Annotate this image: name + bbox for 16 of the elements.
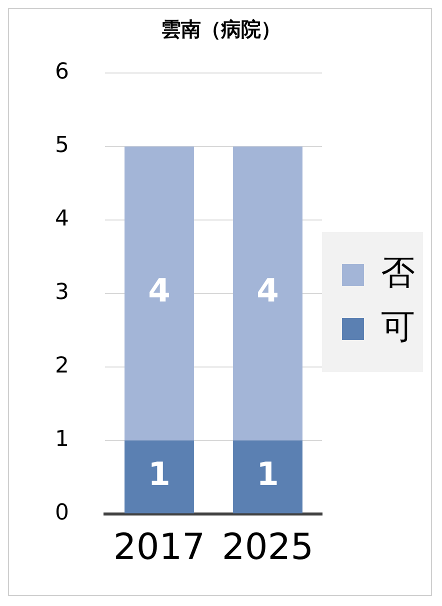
y-tick-label: 4 xyxy=(54,206,69,232)
y-tick-label: 0 xyxy=(54,500,69,526)
data-label: 1 xyxy=(148,455,170,494)
x-tick-label: 2017 xyxy=(113,526,206,568)
legend-label: 否 xyxy=(381,252,415,293)
y-tick-label: 3 xyxy=(54,280,69,306)
y-tick-label: 6 xyxy=(54,60,69,85)
y-tick-label: 5 xyxy=(54,133,69,158)
data-label: 4 xyxy=(148,272,170,310)
legend-label: 可 xyxy=(381,306,415,347)
y-tick-label: 1 xyxy=(54,427,69,452)
data-label: 1 xyxy=(256,455,279,494)
chart-title: 雲南（病院） xyxy=(161,17,281,42)
x-tick-label: 2025 xyxy=(222,526,314,568)
y-tick-label: 2 xyxy=(54,354,69,379)
data-label: 4 xyxy=(256,272,279,310)
